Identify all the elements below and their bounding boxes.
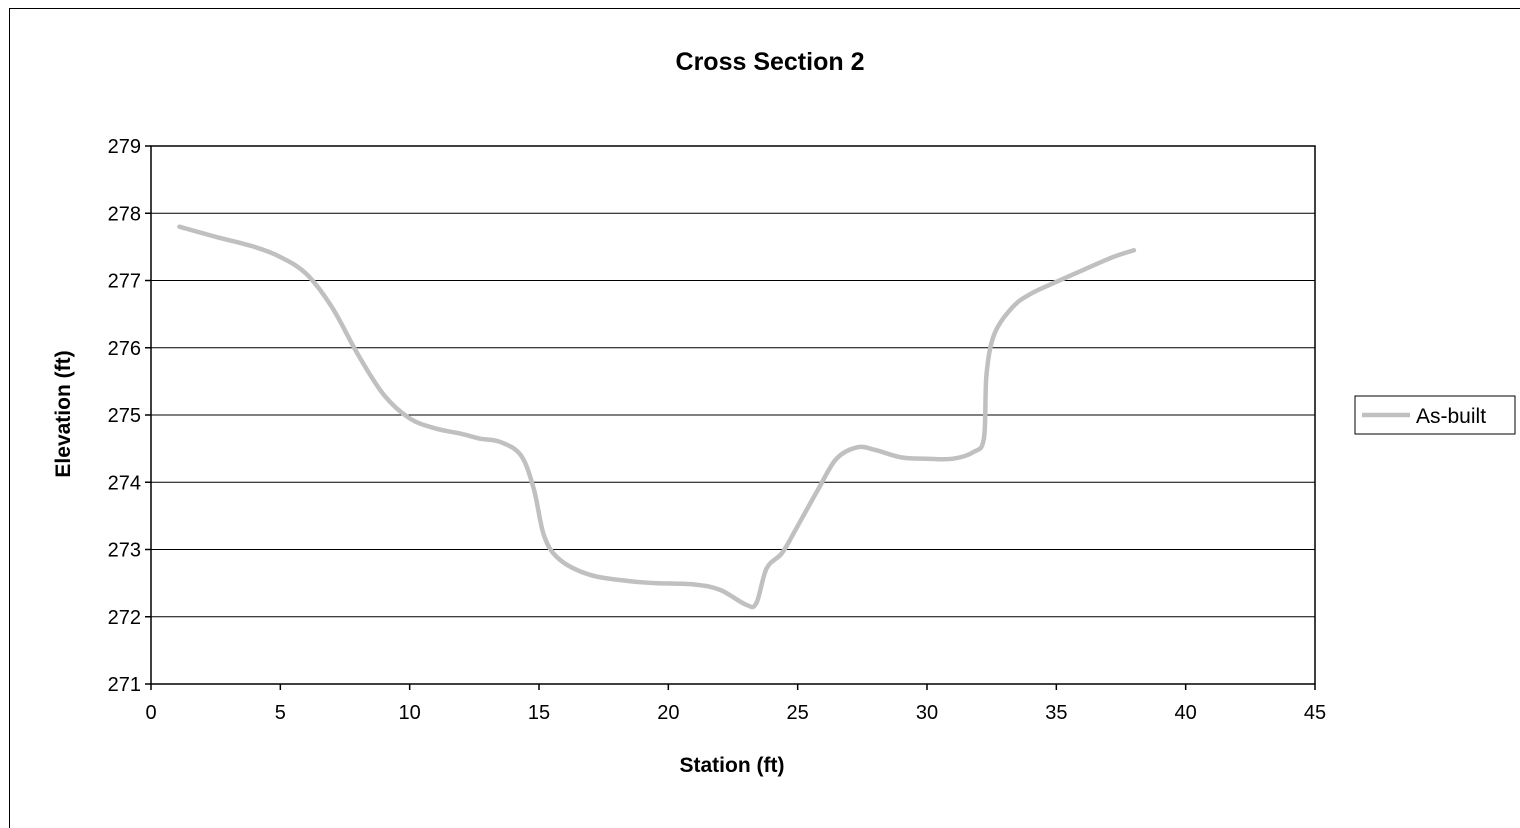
- y-tick-label: 279: [108, 136, 141, 158]
- y-tick-label: 274: [108, 472, 141, 494]
- legend: As-built: [1354, 395, 1516, 435]
- chart-frame: [9, 8, 1520, 828]
- y-tick-label: 278: [108, 203, 141, 225]
- x-tick-label: 25: [787, 702, 809, 724]
- x-axis: 0 5 10 15 20 25 30 35 40 45: [145, 684, 1326, 724]
- y-axis-title: Elevation (ft): [52, 350, 75, 477]
- x-tick-label: 30: [916, 702, 938, 724]
- chart-title: Cross Section 2: [676, 48, 865, 76]
- x-tick-label: 35: [1045, 702, 1067, 724]
- y-axis: 271 272 273 274 275 276 277 278 279: [108, 136, 151, 696]
- x-tick-label: 45: [1304, 702, 1326, 724]
- gridlines: [151, 212, 1315, 618]
- y-tick-label: 277: [108, 271, 141, 293]
- legend-label-as-built: As-built: [1416, 405, 1486, 428]
- x-axis-title: Station (ft): [680, 754, 785, 777]
- y-tick-label: 273: [108, 540, 141, 562]
- y-tick-label: 272: [108, 607, 141, 629]
- x-tick-label: 5: [275, 702, 286, 724]
- x-tick-label: 10: [399, 702, 421, 724]
- x-tick-label: 15: [528, 702, 550, 724]
- y-tick-label: 271: [108, 674, 141, 696]
- x-tick-label: 40: [1175, 702, 1197, 724]
- x-tick-label: 0: [145, 702, 156, 724]
- y-tick-label: 276: [108, 338, 141, 360]
- series-line-as-built: [177, 224, 1137, 610]
- x-tick-label: 20: [657, 702, 679, 724]
- y-tick-label: 275: [108, 405, 141, 427]
